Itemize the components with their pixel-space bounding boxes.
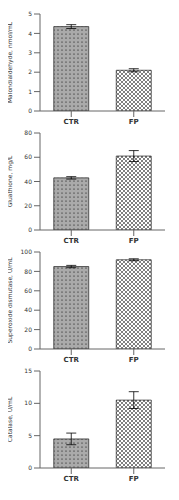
svg-text:15: 15 xyxy=(24,367,32,374)
svg-text:20: 20 xyxy=(24,202,32,209)
svg-text:Catalase, U/mL: Catalase, U/mL xyxy=(8,396,13,442)
svg-text:0: 0 xyxy=(28,107,32,114)
svg-text:Gluathione, mg/L: Gluathione, mg/L xyxy=(8,155,14,207)
svg-text:80: 80 xyxy=(24,268,32,275)
svg-text:CTR: CTR xyxy=(64,118,80,126)
svg-text:Malondialdehyde, nmol/mL: Malondialdehyde, nmol/mL xyxy=(8,21,14,103)
svg-text:10: 10 xyxy=(24,399,32,406)
svg-text:1: 1 xyxy=(28,88,32,95)
svg-text:FP: FP xyxy=(129,118,139,126)
svg-text:FP: FP xyxy=(129,356,139,364)
svg-text:FP: FP xyxy=(129,237,139,245)
svg-text:CTR: CTR xyxy=(64,475,80,483)
svg-text:40: 40 xyxy=(24,306,32,313)
svg-text:5: 5 xyxy=(28,10,32,17)
svg-text:3: 3 xyxy=(28,49,32,56)
svg-text:2: 2 xyxy=(28,68,32,75)
svg-text:CTR: CTR xyxy=(64,356,80,364)
svg-text:0: 0 xyxy=(28,226,32,233)
svg-text:4: 4 xyxy=(28,30,32,37)
svg-text:0: 0 xyxy=(28,345,32,352)
svg-text:Superoxide dismutase, U/mL: Superoxide dismutase, U/mL xyxy=(8,257,14,344)
svg-text:0: 0 xyxy=(28,464,32,471)
svg-text:40: 40 xyxy=(24,178,32,185)
svg-text:20: 20 xyxy=(24,326,32,333)
svg-text:5: 5 xyxy=(28,432,32,439)
svg-text:80: 80 xyxy=(24,129,32,136)
svg-text:60: 60 xyxy=(24,287,32,294)
svg-text:100: 100 xyxy=(21,248,33,255)
svg-text:CTR: CTR xyxy=(64,237,80,245)
svg-text:FP: FP xyxy=(129,475,139,483)
svg-text:60: 60 xyxy=(24,153,32,160)
